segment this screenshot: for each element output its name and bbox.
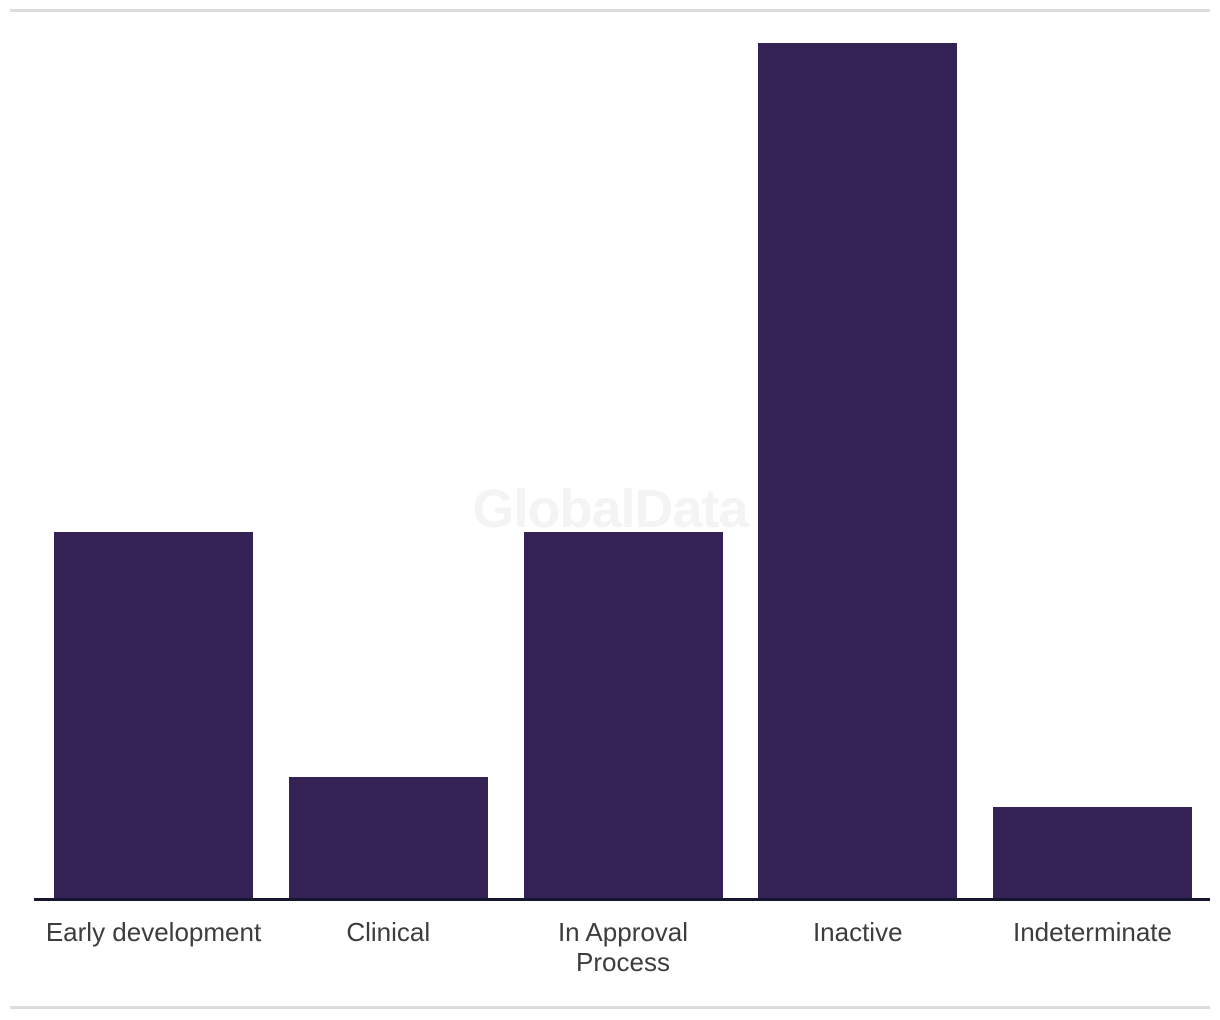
x-tick-label-inactive: Inactive [812, 917, 903, 947]
x-tick-label-clinical: Clinical [346, 917, 431, 947]
bar-early-development[interactable] [54, 532, 253, 899]
bar-inactive[interactable] [758, 43, 958, 899]
x-tick-label-indeterminate: Indeterminate [1013, 917, 1172, 947]
bar-clinical[interactable] [288, 776, 488, 899]
bottom-divider [10, 1006, 1210, 1009]
x-tick-label-early-development: Early development [45, 917, 262, 947]
top-divider [10, 9, 1210, 12]
x-tick-label-in-approval-process: In Approval Process [557, 917, 689, 977]
globaldata-watermark: GlobalData [472, 479, 748, 539]
x-axis-line [34, 898, 1210, 901]
bar-in-approval-process[interactable] [523, 532, 723, 899]
bar-indeterminate[interactable] [993, 807, 1192, 899]
